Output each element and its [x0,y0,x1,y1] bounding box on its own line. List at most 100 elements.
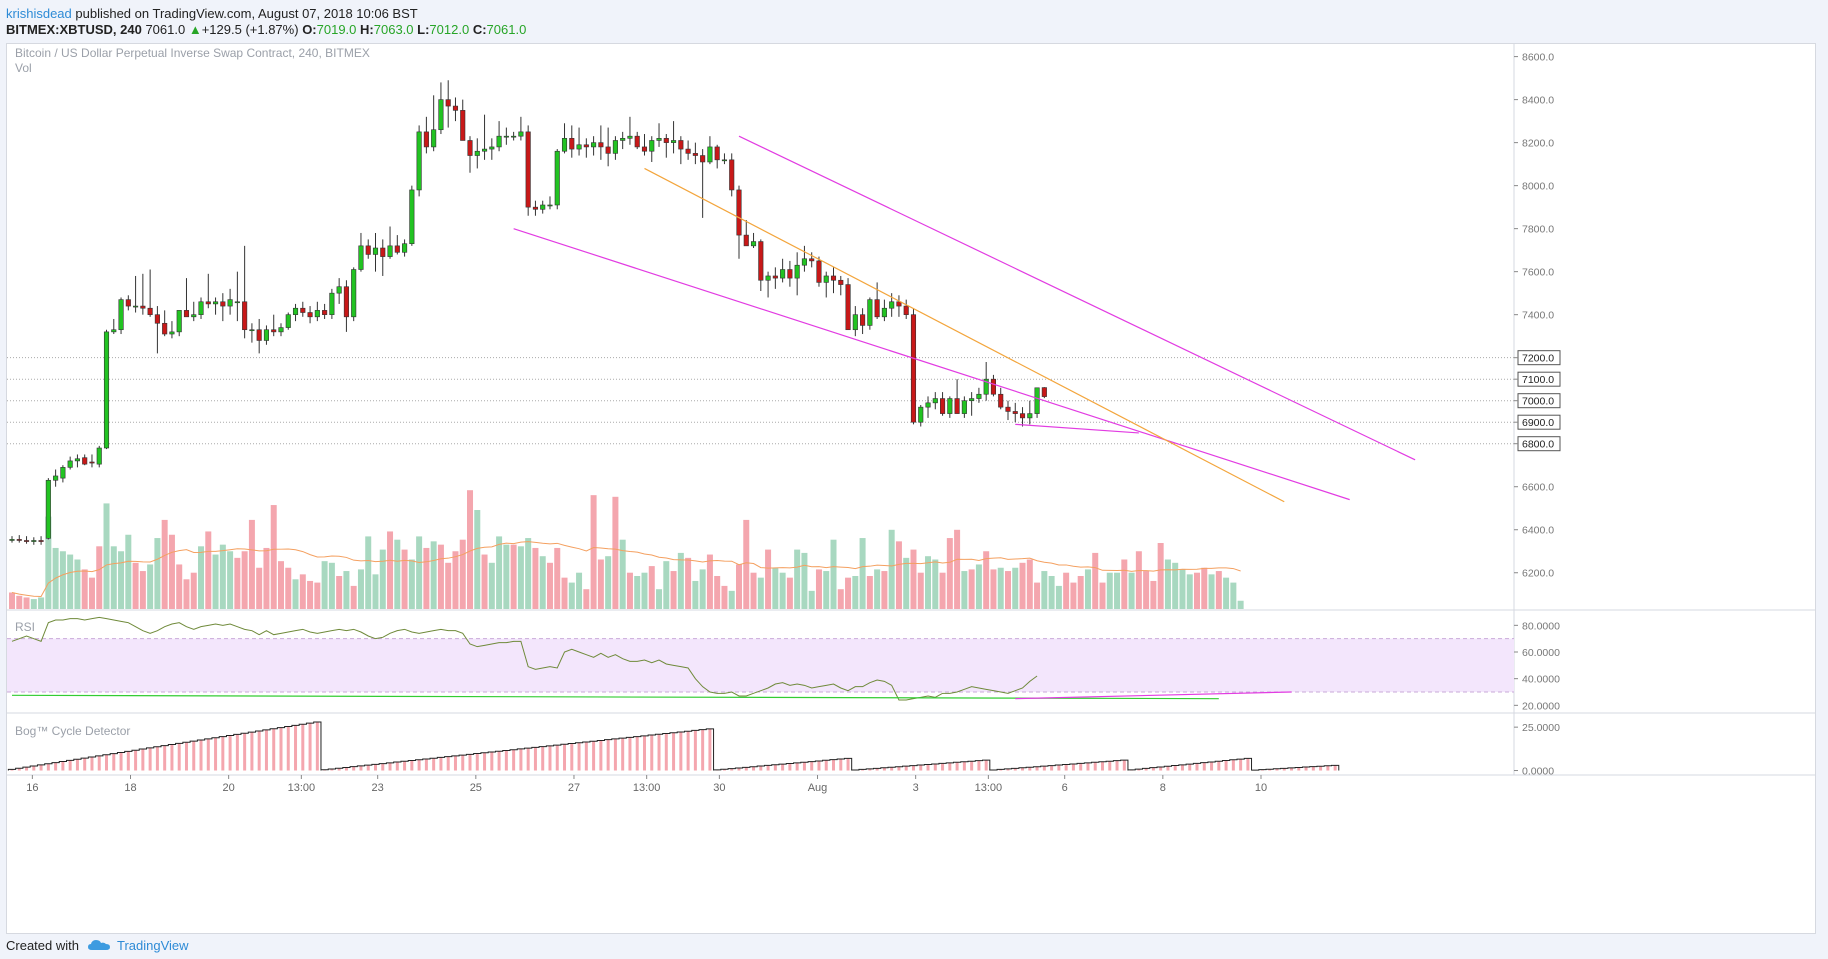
candle-up [561,138,568,152]
support-trendline [1015,423,1139,434]
volume-bar [983,551,990,609]
candle-down [525,131,531,208]
volume-bar [888,529,895,609]
volume-bar [219,544,226,609]
candle-up [103,331,110,449]
volume-bar [1063,572,1070,609]
volume-bar [168,534,175,609]
price-tick-label: 7400.0 [1522,310,1554,322]
volume-bar [147,564,154,609]
volume-bar [583,589,590,609]
candle-up [285,314,291,328]
volume-bar [975,564,982,609]
candle-up [503,135,509,138]
volume-bar [830,539,837,609]
candle-down [445,99,451,107]
candle-up [234,301,240,304]
volume-bar [1150,580,1157,609]
volume-bar [779,572,786,609]
chart-canvas[interactable]: 8600.0 8400.0 8200.0 8000.0 7800.0 7600.0 7400… [7,44,1815,933]
volume-bar [459,539,466,609]
volume-bar [801,552,808,609]
volume-bar [38,597,45,609]
candle-down [322,310,328,315]
volume-bar [852,576,859,609]
candle-down [205,301,211,305]
candle-up [45,479,51,539]
volume-bar [576,572,583,609]
volume-bar [263,547,270,609]
volume-bar [1230,582,1237,609]
volume-bar [190,572,197,609]
candle-up [867,299,873,326]
time-tick-label: Aug [808,782,828,794]
time-tick-label: 13:00 [633,782,661,794]
volume-bar [554,547,561,609]
candle-up [918,406,924,423]
volume-bar [997,567,1004,609]
time-tick-label: 25 [470,782,482,794]
volume-bar [59,551,66,609]
upper-wedge-trendline [738,135,1416,461]
volume-bar [1121,559,1128,609]
volume-bar [546,562,553,609]
candle-down [1012,411,1018,414]
price-tick-label: 8200.0 [1522,138,1554,150]
volume-bar [118,551,125,609]
volume-bar [1201,567,1208,609]
candle-down [220,301,226,307]
candle-down [1019,413,1026,419]
volume-bar [895,541,902,609]
price-tick-label: 7200.0 [1522,353,1554,365]
volume-bar [176,564,183,609]
tradingview-link[interactable]: TradingView [116,937,189,953]
volume-bar [634,576,641,609]
candle-down [1005,406,1011,412]
volume-bar [336,576,343,609]
candle-up [431,129,437,148]
candle-down [692,153,698,156]
candle-down [162,322,168,335]
volume-bar [1172,562,1179,609]
time-tick-label: 3 [913,782,919,794]
volume-bar [30,599,37,609]
publish-line: krishisdead published on TradingView.com… [6,6,418,21]
volume-bar [292,579,299,609]
volume-bar [946,538,953,609]
volume-bar [343,571,350,609]
candle-down [729,159,735,191]
cycle-step-line [989,759,1129,771]
volume-bar [350,585,357,609]
volume-bar [648,566,655,609]
rsi-band [7,638,1514,692]
volume-bar [954,529,961,609]
volume-bar [212,554,219,609]
volume-bar [910,549,917,609]
volume-bar [917,572,924,609]
volume-bar [939,572,946,609]
candle-down [685,148,691,154]
candle-up [96,447,102,465]
candle-up [750,241,757,247]
volume-bar [750,572,757,609]
rsi-tick-label: 80.0000 [1522,620,1560,632]
volume-bar [1077,576,1084,609]
chart-container[interactable]: 8600.0 8400.0 8200.0 8000.0 7800.0 7600.0 7400… [6,43,1816,934]
candle-up [351,269,357,318]
time-tick-label: 8 [1160,782,1166,794]
volume-bar [881,571,888,609]
volume-bar [1106,572,1113,609]
volume-bar [1070,582,1077,609]
low-label: L: [417,22,430,37]
candle-up [707,146,713,163]
volume-bar [903,557,910,609]
candle-down [940,398,946,414]
author-link[interactable]: krishisdead [6,6,72,21]
cycle-step-line [713,757,853,771]
candle-up [60,467,66,479]
volume-bar [626,572,633,609]
candle-up [620,138,626,141]
candle-down [838,279,844,285]
volume-bar [183,579,190,609]
volume-bar [859,538,866,609]
